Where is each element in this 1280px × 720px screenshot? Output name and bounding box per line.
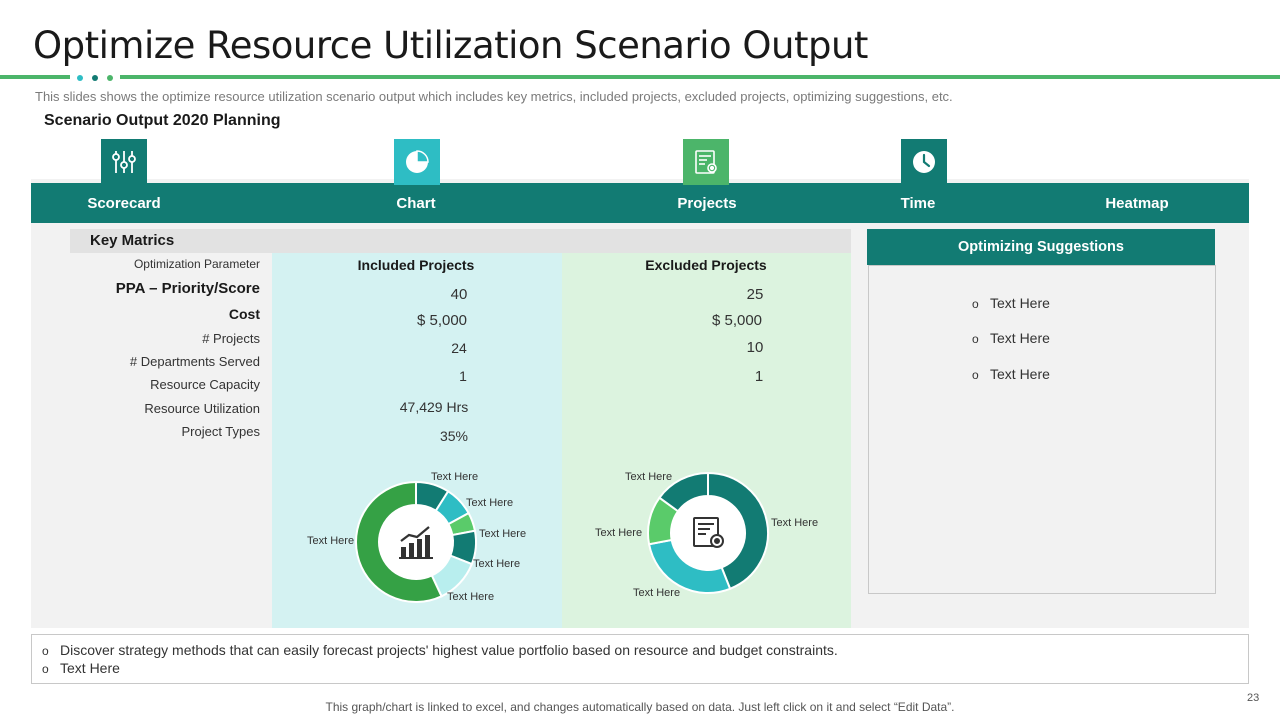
bottom-note: o Text Here: [42, 660, 120, 676]
slide-title: Optimize Resource Utilization Scenario O…: [33, 24, 868, 67]
tab-time[interactable]: Time: [900, 195, 936, 212]
bottom-note-text: Discover strategy methods that can easil…: [60, 642, 838, 658]
excluded-value: 10: [746, 339, 764, 356]
included-value: $ 5,000: [416, 312, 468, 329]
included-projects-header: Included Projects: [357, 257, 475, 273]
bullet: o: [42, 644, 49, 658]
donut1-label: Text Here: [473, 558, 521, 570]
included-value: 35%: [439, 428, 469, 444]
param-ppa-priority-score: PPA – Priority/Score: [115, 280, 260, 297]
donut1-label: Text Here: [431, 471, 479, 483]
suggestion-item: o Text Here: [972, 366, 1050, 382]
param-resource-utilization: Resource Utilization: [144, 401, 260, 416]
suggestion-text: Text Here: [990, 330, 1050, 346]
bullet: o: [42, 662, 49, 676]
bottom-note-text: Text Here: [60, 660, 120, 676]
excluded-projects-header: Excluded Projects: [645, 257, 767, 273]
suggestion-text: Text Here: [990, 295, 1050, 311]
bottom-notes-box: [31, 634, 1249, 684]
donut1-label: Text Here: [447, 591, 495, 603]
donut2-label: Text Here: [625, 471, 673, 483]
donut-center: [379, 505, 453, 579]
param-optimization-parameter: Optimization Parameter: [133, 257, 260, 271]
optimizing-suggestions-header: Optimizing Suggestions: [867, 229, 1215, 265]
footer-note: This graph/chart is linked to excel, and…: [325, 700, 955, 714]
document-gear-icon: [683, 139, 729, 185]
param-departments-served: # Departments Served: [129, 354, 260, 369]
suggestion-item: o Text Here: [972, 295, 1050, 311]
included-value: 40: [450, 286, 468, 303]
tab-heatmap[interactable]: Heatmap: [1105, 195, 1169, 212]
suggestion-text: Text Here: [990, 366, 1050, 382]
optimizing-suggestions-box: [868, 265, 1216, 594]
donut2-label: Text Here: [771, 517, 819, 529]
donut1-label: Text Here: [466, 497, 514, 509]
scenario-title: Scenario Output 2020 Planning: [44, 112, 281, 129]
param-cost: Cost: [228, 306, 260, 322]
bullet: o: [972, 368, 979, 382]
included-value: 1: [459, 368, 467, 384]
title-divider: [0, 75, 1280, 79]
key-metrics-header: [70, 229, 851, 253]
excluded-projects-donut: [647, 471, 769, 594]
tab-chart[interactable]: Chart: [396, 195, 436, 212]
bar-chart-trend-icon: [395, 521, 437, 563]
param-resource-capacity: Resource Capacity: [150, 377, 260, 392]
donut1-label: Text Here: [479, 528, 527, 540]
key-metrics-title: Key Matrics: [90, 232, 175, 249]
page-number: 23: [1247, 692, 1260, 704]
donut2-label: Text Here: [633, 587, 681, 599]
donut-center: [671, 496, 745, 570]
included-projects-donut: [355, 480, 477, 603]
included-value: 47,429 Hrs: [399, 399, 469, 415]
tab-bar: [31, 183, 1249, 223]
tab-projects[interactable]: Projects: [677, 195, 737, 212]
document-gear-icon: [689, 513, 729, 553]
sliders-icon: [101, 139, 147, 185]
param-project-types: Project Types: [181, 424, 260, 439]
excluded-value: 25: [746, 286, 764, 303]
donut2-label: Text Here: [595, 527, 643, 539]
bullet: o: [972, 297, 979, 311]
suggestion-item: o Text Here: [972, 330, 1050, 346]
bullet: o: [972, 332, 979, 346]
excluded-value: $ 5,000: [711, 312, 763, 329]
param-projects: # Projects: [202, 331, 260, 346]
tab-scorecard[interactable]: Scorecard: [87, 195, 161, 212]
donut1-label: Text Here: [307, 535, 355, 547]
bottom-note: o Discover strategy methods that can easi…: [42, 642, 838, 658]
included-value: 24: [451, 340, 467, 356]
pie-chart-icon: [394, 139, 440, 185]
clock-icon: [901, 139, 947, 185]
slide-subtitle: This slides shows the optimize resource …: [35, 89, 953, 104]
divider-dots: [70, 73, 120, 82]
excluded-value: 1: [754, 368, 764, 385]
